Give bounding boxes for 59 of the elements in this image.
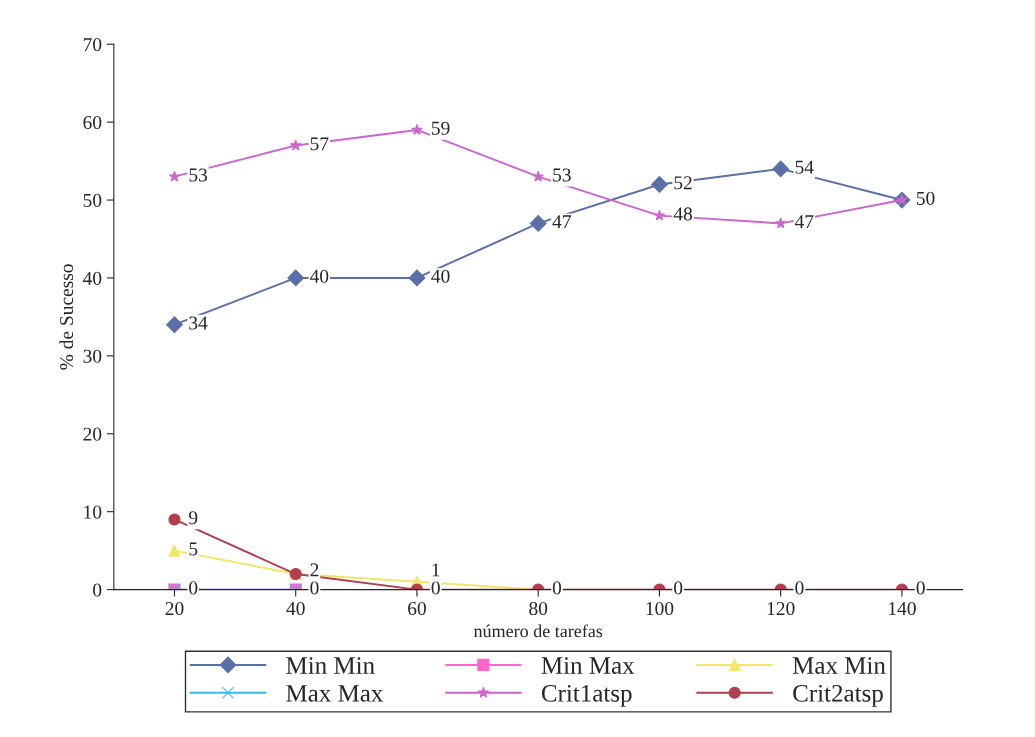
point <box>166 316 183 334</box>
point <box>408 269 426 287</box>
data-label: 1 <box>432 563 440 577</box>
data-label: 9 <box>188 511 198 525</box>
point <box>774 217 787 229</box>
data-label: 53 <box>189 168 208 182</box>
y-tick-label: 30 <box>83 349 102 363</box>
legend-label: Min Min <box>286 657 375 674</box>
y-axis-title: % de Sucesso <box>59 264 74 370</box>
x-axis-title: número de tarefas <box>473 624 603 638</box>
data-label: 5 <box>189 542 198 556</box>
x-tick-label: 80 <box>529 601 548 616</box>
y-tick-label: 60 <box>83 115 102 130</box>
y-tick-label: 40 <box>82 271 102 285</box>
x-tick-label: 120 <box>767 601 795 616</box>
data-label: 47 <box>794 215 814 229</box>
point <box>651 176 668 193</box>
point <box>168 170 181 182</box>
data-label: 40 <box>431 269 450 283</box>
data-label: 0 <box>674 581 683 595</box>
data-label: 47 <box>552 215 571 229</box>
data-label: 50 <box>916 191 935 205</box>
y-tick-label: 10 <box>84 505 102 519</box>
point <box>411 123 423 135</box>
data-label: 0 <box>310 581 319 595</box>
y-tick-label: 50 <box>83 193 102 207</box>
point <box>529 215 547 232</box>
y-tick-label: 70 <box>83 38 102 52</box>
data-label: 34 <box>189 316 208 330</box>
point <box>772 160 790 178</box>
legend-label: Crit2atsp <box>793 684 883 707</box>
data-label: 2 <box>310 563 319 577</box>
x-tick-label: 100 <box>646 601 674 616</box>
data-label: 52 <box>674 176 692 190</box>
y-tick-label: 0 <box>93 583 102 597</box>
data-label: 0 <box>431 581 440 595</box>
legend-label: Max Max <box>286 685 384 702</box>
data-label: 57 <box>310 137 329 151</box>
legend-label: Crit1atsp <box>541 684 632 707</box>
data-label: 40 <box>309 269 329 283</box>
y-tick-label: 20 <box>83 427 102 441</box>
point <box>287 269 305 287</box>
data-label: 0 <box>189 581 198 595</box>
data-label: 0 <box>916 581 925 595</box>
x-tick-label: 60 <box>408 601 426 616</box>
x-tick-label: 20 <box>165 601 184 616</box>
legend-label: Max Min <box>792 657 886 674</box>
point <box>653 209 666 221</box>
data-label: 0 <box>552 581 562 595</box>
data-label: 53 <box>553 168 571 182</box>
legend-label: Min Max <box>541 657 635 674</box>
x-tick-label: 40 <box>286 601 305 616</box>
x-tick-label: 140 <box>889 601 916 616</box>
data-label: 0 <box>795 581 804 595</box>
point <box>289 139 302 151</box>
point <box>532 170 544 182</box>
data-label: 48 <box>673 207 693 221</box>
data-label: 54 <box>795 160 814 174</box>
data-label: 59 <box>431 121 450 135</box>
